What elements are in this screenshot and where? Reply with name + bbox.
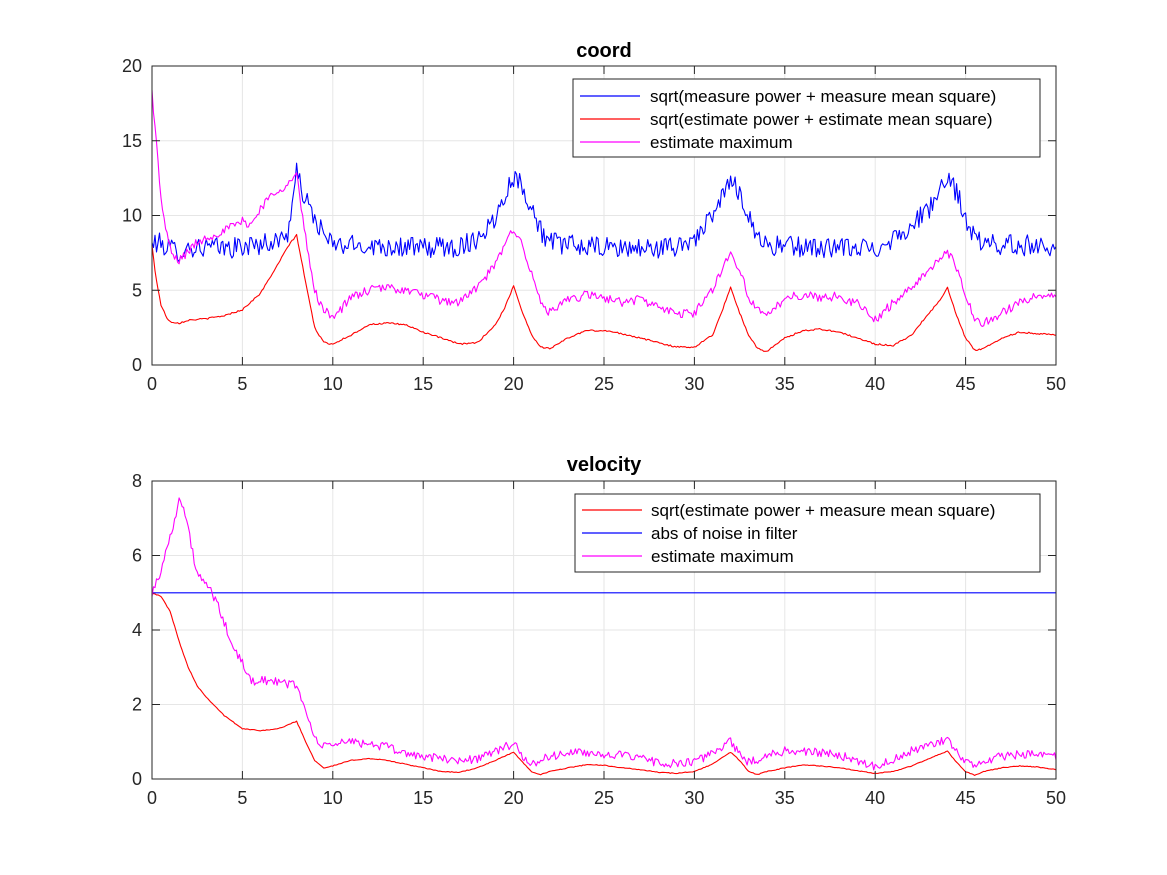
- coord-chart: 0 5 10 15 20 25 30 35 40 45 50 0 5 10 15 20 coord sqrt(…: [122, 40, 1066, 394]
- velocity-legend-box: [574, 493, 1041, 573]
- velocity-xtick-label: 5: [237, 788, 247, 808]
- velocity-xtick-label: 30: [684, 788, 704, 808]
- coord-ticks: 0 5 10 15 20 25 30 35 40 45 50 0 5 10 15 20: [122, 56, 1066, 394]
- coord-xtick-label: 50: [1046, 374, 1066, 394]
- coord-xtick-label: 25: [594, 374, 614, 394]
- coord-legend-box: [572, 78, 1041, 158]
- velocity-series-line-2: [151, 497, 1057, 771]
- velocity-ytick-label: 0: [132, 769, 142, 789]
- velocity-chart: 0 5 10 15 20 25 30 35 40 45 50 0 2 4 6 8 velocity sqrt(…: [132, 454, 1066, 808]
- coord-xtick-label: 30: [684, 374, 704, 394]
- coord-legend-label-1: sqrt(estimate power + estimate mean squa…: [650, 110, 993, 129]
- velocity-ytick-label: 8: [132, 471, 142, 491]
- coord-ytick-label: 0: [132, 355, 142, 375]
- velocity-ytick-label: 2: [132, 695, 142, 715]
- coord-ytick-label: 10: [122, 206, 142, 226]
- coord-series-line-1: [151, 233, 1057, 352]
- velocity-ytick-label: 6: [132, 546, 142, 566]
- coord-xtick-label: 15: [413, 374, 433, 394]
- coord-legend: sqrt(measure power + measure mean square…: [572, 78, 1041, 158]
- coord-ytick-label: 15: [122, 131, 142, 151]
- coord-series-line-0: [151, 162, 1057, 263]
- coord-legend-label-0: sqrt(measure power + measure mean square…: [650, 87, 996, 106]
- coord-xtick-label: 5: [237, 374, 247, 394]
- velocity-xtick-label: 15: [413, 788, 433, 808]
- coord-series-line-2: [151, 89, 1057, 328]
- velocity-legend-label-2: estimate maximum: [651, 547, 794, 566]
- coord-legend-label-2: estimate maximum: [650, 133, 793, 152]
- coord-ytick-label: 5: [132, 280, 142, 300]
- velocity-xtick-label: 35: [775, 788, 795, 808]
- velocity-legend-label-1: abs of noise in filter: [651, 524, 798, 543]
- velocity-xtick-label: 45: [956, 788, 976, 808]
- coord-xtick-label: 20: [504, 374, 524, 394]
- velocity-series: [151, 497, 1057, 776]
- coord-xtick-label: 45: [956, 374, 976, 394]
- coord-xtick-label: 0: [147, 374, 157, 394]
- coord-xtick-label: 35: [775, 374, 795, 394]
- coord-xtick-label: 40: [865, 374, 885, 394]
- coord-ytick-label: 20: [122, 56, 142, 76]
- coord-title: coord: [576, 40, 632, 62]
- velocity-legend-label-0: sqrt(estimate power + measure mean squar…: [651, 501, 995, 520]
- velocity-ytick-label: 4: [132, 620, 142, 640]
- velocity-xtick-label: 50: [1046, 788, 1066, 808]
- velocity-xtick-label: 10: [323, 788, 343, 808]
- coord-series: [151, 89, 1057, 352]
- velocity-xtick-label: 25: [594, 788, 614, 808]
- velocity-xtick-label: 20: [504, 788, 524, 808]
- velocity-title: velocity: [567, 454, 642, 476]
- velocity-legend: sqrt(estimate power + measure mean squar…: [574, 493, 1041, 573]
- velocity-xtick-label: 40: [865, 788, 885, 808]
- velocity-ticks: 0 5 10 15 20 25 30 35 40 45 50 0 2 4 6 8: [132, 471, 1066, 808]
- coord-xtick-label: 10: [323, 374, 343, 394]
- velocity-xtick-label: 0: [147, 788, 157, 808]
- velocity-series-line-0: [151, 592, 1057, 776]
